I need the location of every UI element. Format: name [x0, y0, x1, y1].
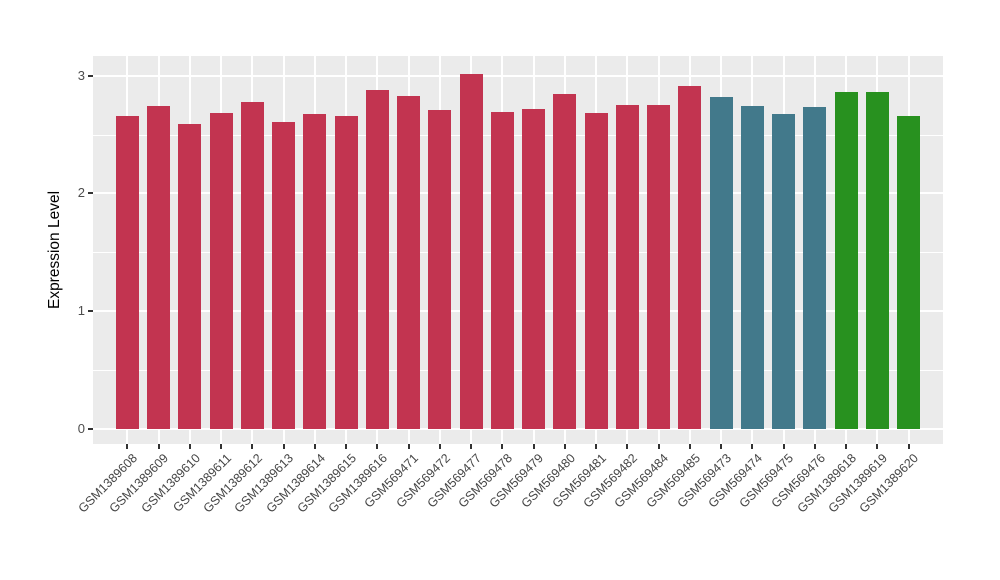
bar-GSM1389616	[365, 89, 389, 429]
x-tick-mark	[157, 444, 160, 449]
bar-GSM569478	[490, 112, 514, 429]
bar-GSM1389614	[303, 114, 327, 429]
x-tick-mark	[501, 444, 504, 449]
bar-GSM1389620	[897, 115, 921, 429]
x-tick-mark	[251, 444, 254, 449]
y-tick-label: 0	[77, 421, 85, 436]
y-major-gridline	[93, 428, 943, 430]
y-minor-gridline	[93, 252, 943, 254]
y-tick-mark	[88, 428, 93, 430]
bar-GSM569473	[709, 96, 733, 429]
bar-GSM1389611	[209, 113, 233, 429]
x-tick-mark	[751, 444, 754, 449]
x-tick-mark	[282, 444, 285, 449]
bar-GSM569479	[522, 108, 546, 429]
x-tick-mark	[845, 444, 848, 449]
bar-GSM569480	[553, 94, 577, 429]
bar-GSM569485	[678, 86, 702, 429]
x-tick-mark	[470, 444, 473, 449]
x-tick-mark	[563, 444, 566, 449]
plot-panel	[93, 56, 943, 444]
bar-GSM1389612	[240, 101, 264, 429]
bar-GSM1389610	[178, 123, 202, 429]
y-tick-label: 3	[77, 67, 85, 83]
bar-GSM569481	[584, 113, 608, 429]
y-minor-gridline	[93, 370, 943, 372]
x-tick-mark	[720, 444, 723, 449]
bar-GSM569475	[772, 114, 796, 429]
x-tick-mark	[438, 444, 441, 449]
x-tick-mark	[345, 444, 348, 449]
y-tick-mark	[88, 310, 93, 313]
bar-GSM1389619	[865, 92, 889, 429]
bar-GSM569482	[615, 105, 639, 429]
bar-GSM1389609	[147, 106, 171, 429]
x-tick-mark	[220, 444, 223, 449]
y-major-gridline	[93, 310, 943, 313]
bar-GSM569474	[740, 106, 764, 429]
bar-GSM569476	[803, 107, 827, 429]
y-tick-mark	[88, 192, 93, 195]
x-tick-mark	[907, 444, 910, 449]
x-tick-mark	[532, 444, 535, 449]
bar-GSM569471	[397, 95, 421, 429]
y-minor-gridline	[93, 134, 943, 136]
x-tick-mark	[626, 444, 629, 449]
bar-GSM569484	[647, 105, 671, 429]
x-tick-mark	[313, 444, 316, 449]
x-tick-mark	[688, 444, 691, 449]
bar-GSM1389613	[272, 121, 296, 429]
bar-GSM1389618	[834, 92, 858, 429]
y-major-gridline	[93, 192, 943, 195]
x-tick-mark	[407, 444, 410, 449]
x-tick-mark	[126, 444, 129, 449]
y-tick-label: 2	[77, 185, 85, 201]
y-major-gridline	[93, 74, 943, 77]
x-tick-mark	[813, 444, 816, 449]
x-tick-mark	[782, 444, 785, 449]
x-tick-mark	[376, 444, 379, 449]
bar-GSM1389615	[334, 115, 358, 429]
y-tick-label: 1	[77, 303, 85, 319]
x-tick-mark	[876, 444, 879, 449]
x-tick-mark	[657, 444, 660, 449]
y-axis-title-text: Expression Level	[46, 190, 63, 310]
x-tick-mark	[595, 444, 598, 449]
x-tick-mark	[188, 444, 191, 449]
y-tick-mark	[88, 74, 93, 77]
bar-GSM1389608	[115, 115, 139, 429]
bar-GSM569472	[428, 109, 452, 429]
bar-GSM569477	[459, 74, 483, 429]
